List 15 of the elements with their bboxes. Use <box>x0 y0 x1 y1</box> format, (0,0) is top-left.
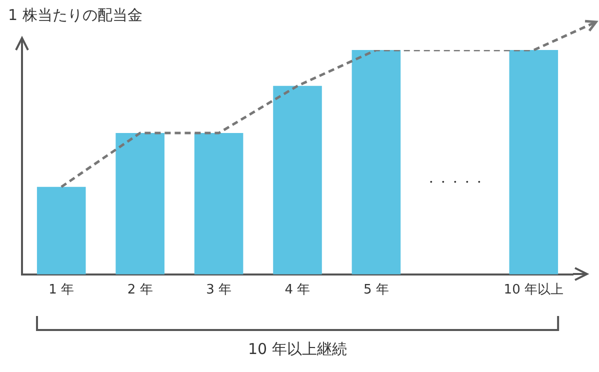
bar <box>36 186 86 274</box>
x-tick-label: 3 年 <box>206 282 232 298</box>
bar <box>194 133 244 274</box>
text: 10 年以上継続 <box>248 340 347 360</box>
x-tick-label: 4 年 <box>284 282 310 298</box>
annotation: ・・・・・ <box>424 174 485 192</box>
bar <box>273 86 322 274</box>
bar <box>116 133 164 274</box>
x-tick-label: 2 年 <box>127 282 153 298</box>
x-tick-label: 5 年 <box>364 282 389 298</box>
x-tick-label: 10 年以上 <box>504 282 564 298</box>
x-tick-label: 1 年 <box>48 282 74 298</box>
bar <box>509 50 558 274</box>
bar <box>352 50 401 274</box>
y-axis-title: 1 株当たりの配当金 <box>8 6 142 25</box>
